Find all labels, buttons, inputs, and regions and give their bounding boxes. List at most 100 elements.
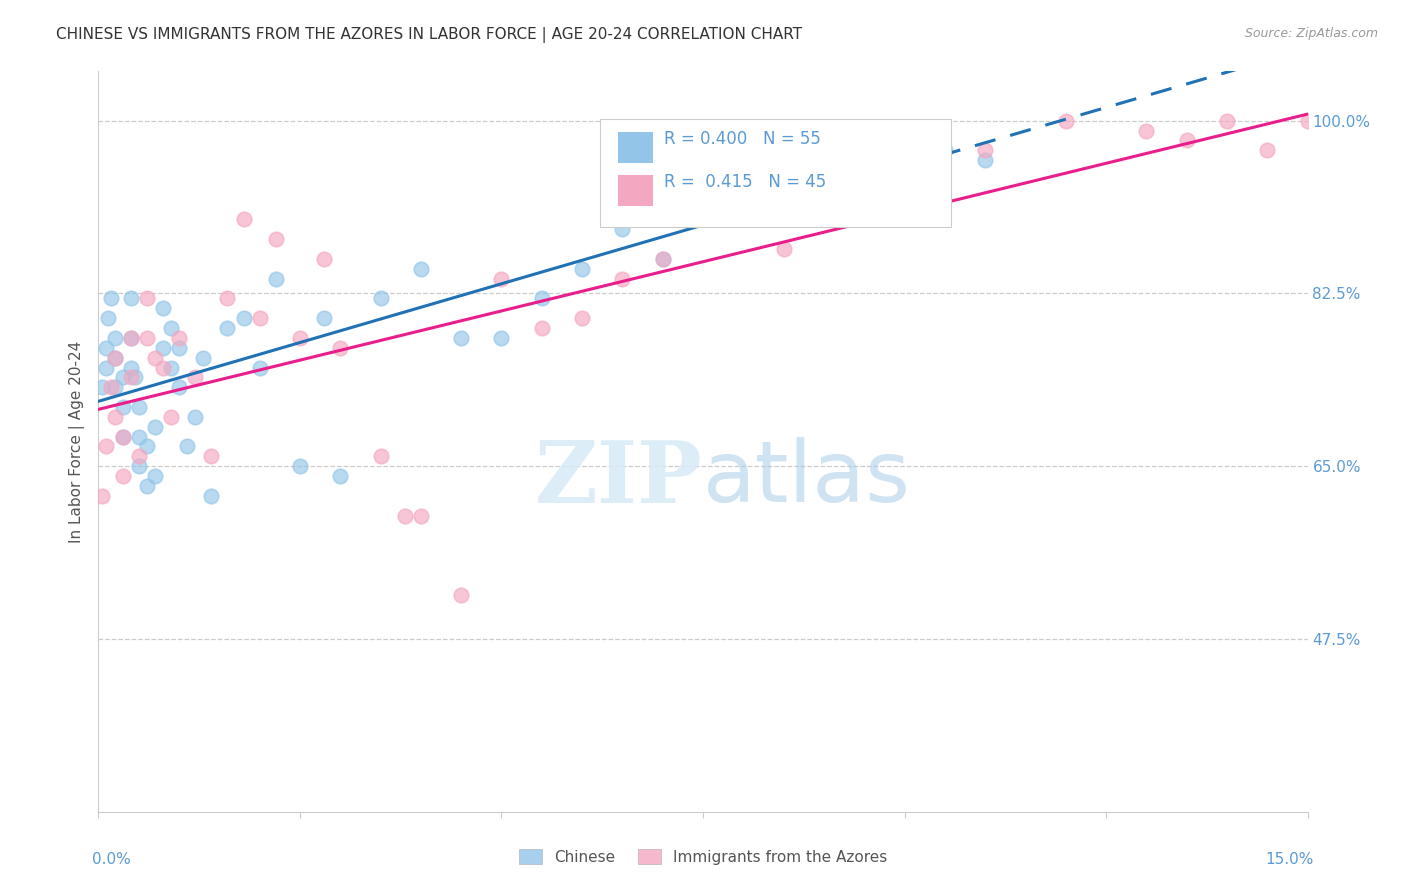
Point [167,341,190,355]
Text: atlas: atlas [703,437,911,520]
Point [103,380,125,394]
Point [217,292,239,306]
Text: 0.0%: 0.0% [93,853,131,867]
Text: 15.0%: 15.0% [1265,853,1313,867]
Point [128,450,150,464]
Point [120,292,142,306]
FancyBboxPatch shape [619,132,654,163]
Point [370,292,392,306]
Point [288,459,311,474]
Point [813,212,835,227]
Point [120,331,142,345]
Point [530,321,553,335]
Point [974,144,997,158]
Point [249,360,271,375]
Point [143,419,166,434]
Point [200,450,222,464]
Point [450,331,472,345]
Point [651,252,673,266]
Point [974,153,997,168]
Point [893,123,915,137]
Point [288,331,311,345]
FancyBboxPatch shape [619,175,654,206]
Point [409,508,432,523]
Point [184,370,207,384]
Point [96,440,118,454]
Point [100,380,122,394]
Point [692,212,714,227]
Point [103,351,125,365]
Point [135,479,157,493]
Point [264,232,287,246]
Point [111,370,134,384]
Text: Source: ZipAtlas.com: Source: ZipAtlas.com [1244,27,1378,40]
Point [1216,113,1239,128]
Point [394,508,416,523]
Point [853,133,876,147]
Point [329,469,352,483]
Point [97,311,120,326]
Point [772,242,794,256]
Point [612,222,634,236]
Point [491,271,513,285]
Point [152,360,174,375]
Y-axis label: In Labor Force | Age 20-24: In Labor Force | Age 20-24 [69,341,84,542]
Point [314,252,336,266]
Point [733,193,755,207]
Point [143,351,166,365]
Point [160,321,183,335]
Point [135,292,157,306]
Point [450,588,472,602]
Point [329,341,352,355]
Point [651,252,673,266]
Text: CHINESE VS IMMIGRANTS FROM THE AZORES IN LABOR FORCE | AGE 20-24 CORRELATION CHA: CHINESE VS IMMIGRANTS FROM THE AZORES IN… [56,27,803,43]
Point [370,450,392,464]
Point [1135,123,1157,137]
Point [124,370,146,384]
Point [167,380,190,394]
Point [128,459,150,474]
Point [409,261,432,276]
Point [184,409,207,424]
Point [152,301,174,316]
Point [217,321,239,335]
Point [135,331,157,345]
Point [232,311,254,326]
Point [111,400,134,414]
Point [1054,113,1077,128]
Point [249,311,271,326]
Point [934,144,956,158]
Point [128,400,150,414]
Point [491,331,513,345]
Point [530,292,553,306]
Point [103,351,125,365]
Point [111,429,134,443]
Point [1256,144,1278,158]
Point [120,360,142,375]
FancyBboxPatch shape [600,120,950,227]
Point [893,163,915,178]
Text: R =  0.415   N = 45: R = 0.415 N = 45 [664,173,827,192]
Point [120,331,142,345]
Point [813,153,835,168]
Point [91,489,114,503]
Point [152,341,174,355]
Point [1296,113,1319,128]
Point [120,370,142,384]
Point [111,429,134,443]
Point [167,331,190,345]
Point [160,360,183,375]
Point [232,212,254,227]
Text: ZIP: ZIP [536,436,703,521]
Point [200,489,222,503]
Point [264,271,287,285]
Legend: Chinese, Immigrants from the Azores: Chinese, Immigrants from the Azores [513,843,893,871]
Text: R = 0.400   N = 55: R = 0.400 N = 55 [664,130,821,148]
Point [103,331,125,345]
Point [103,409,125,424]
Point [772,173,794,187]
Point [571,261,593,276]
Point [193,351,215,365]
Point [176,440,198,454]
Point [96,360,118,375]
